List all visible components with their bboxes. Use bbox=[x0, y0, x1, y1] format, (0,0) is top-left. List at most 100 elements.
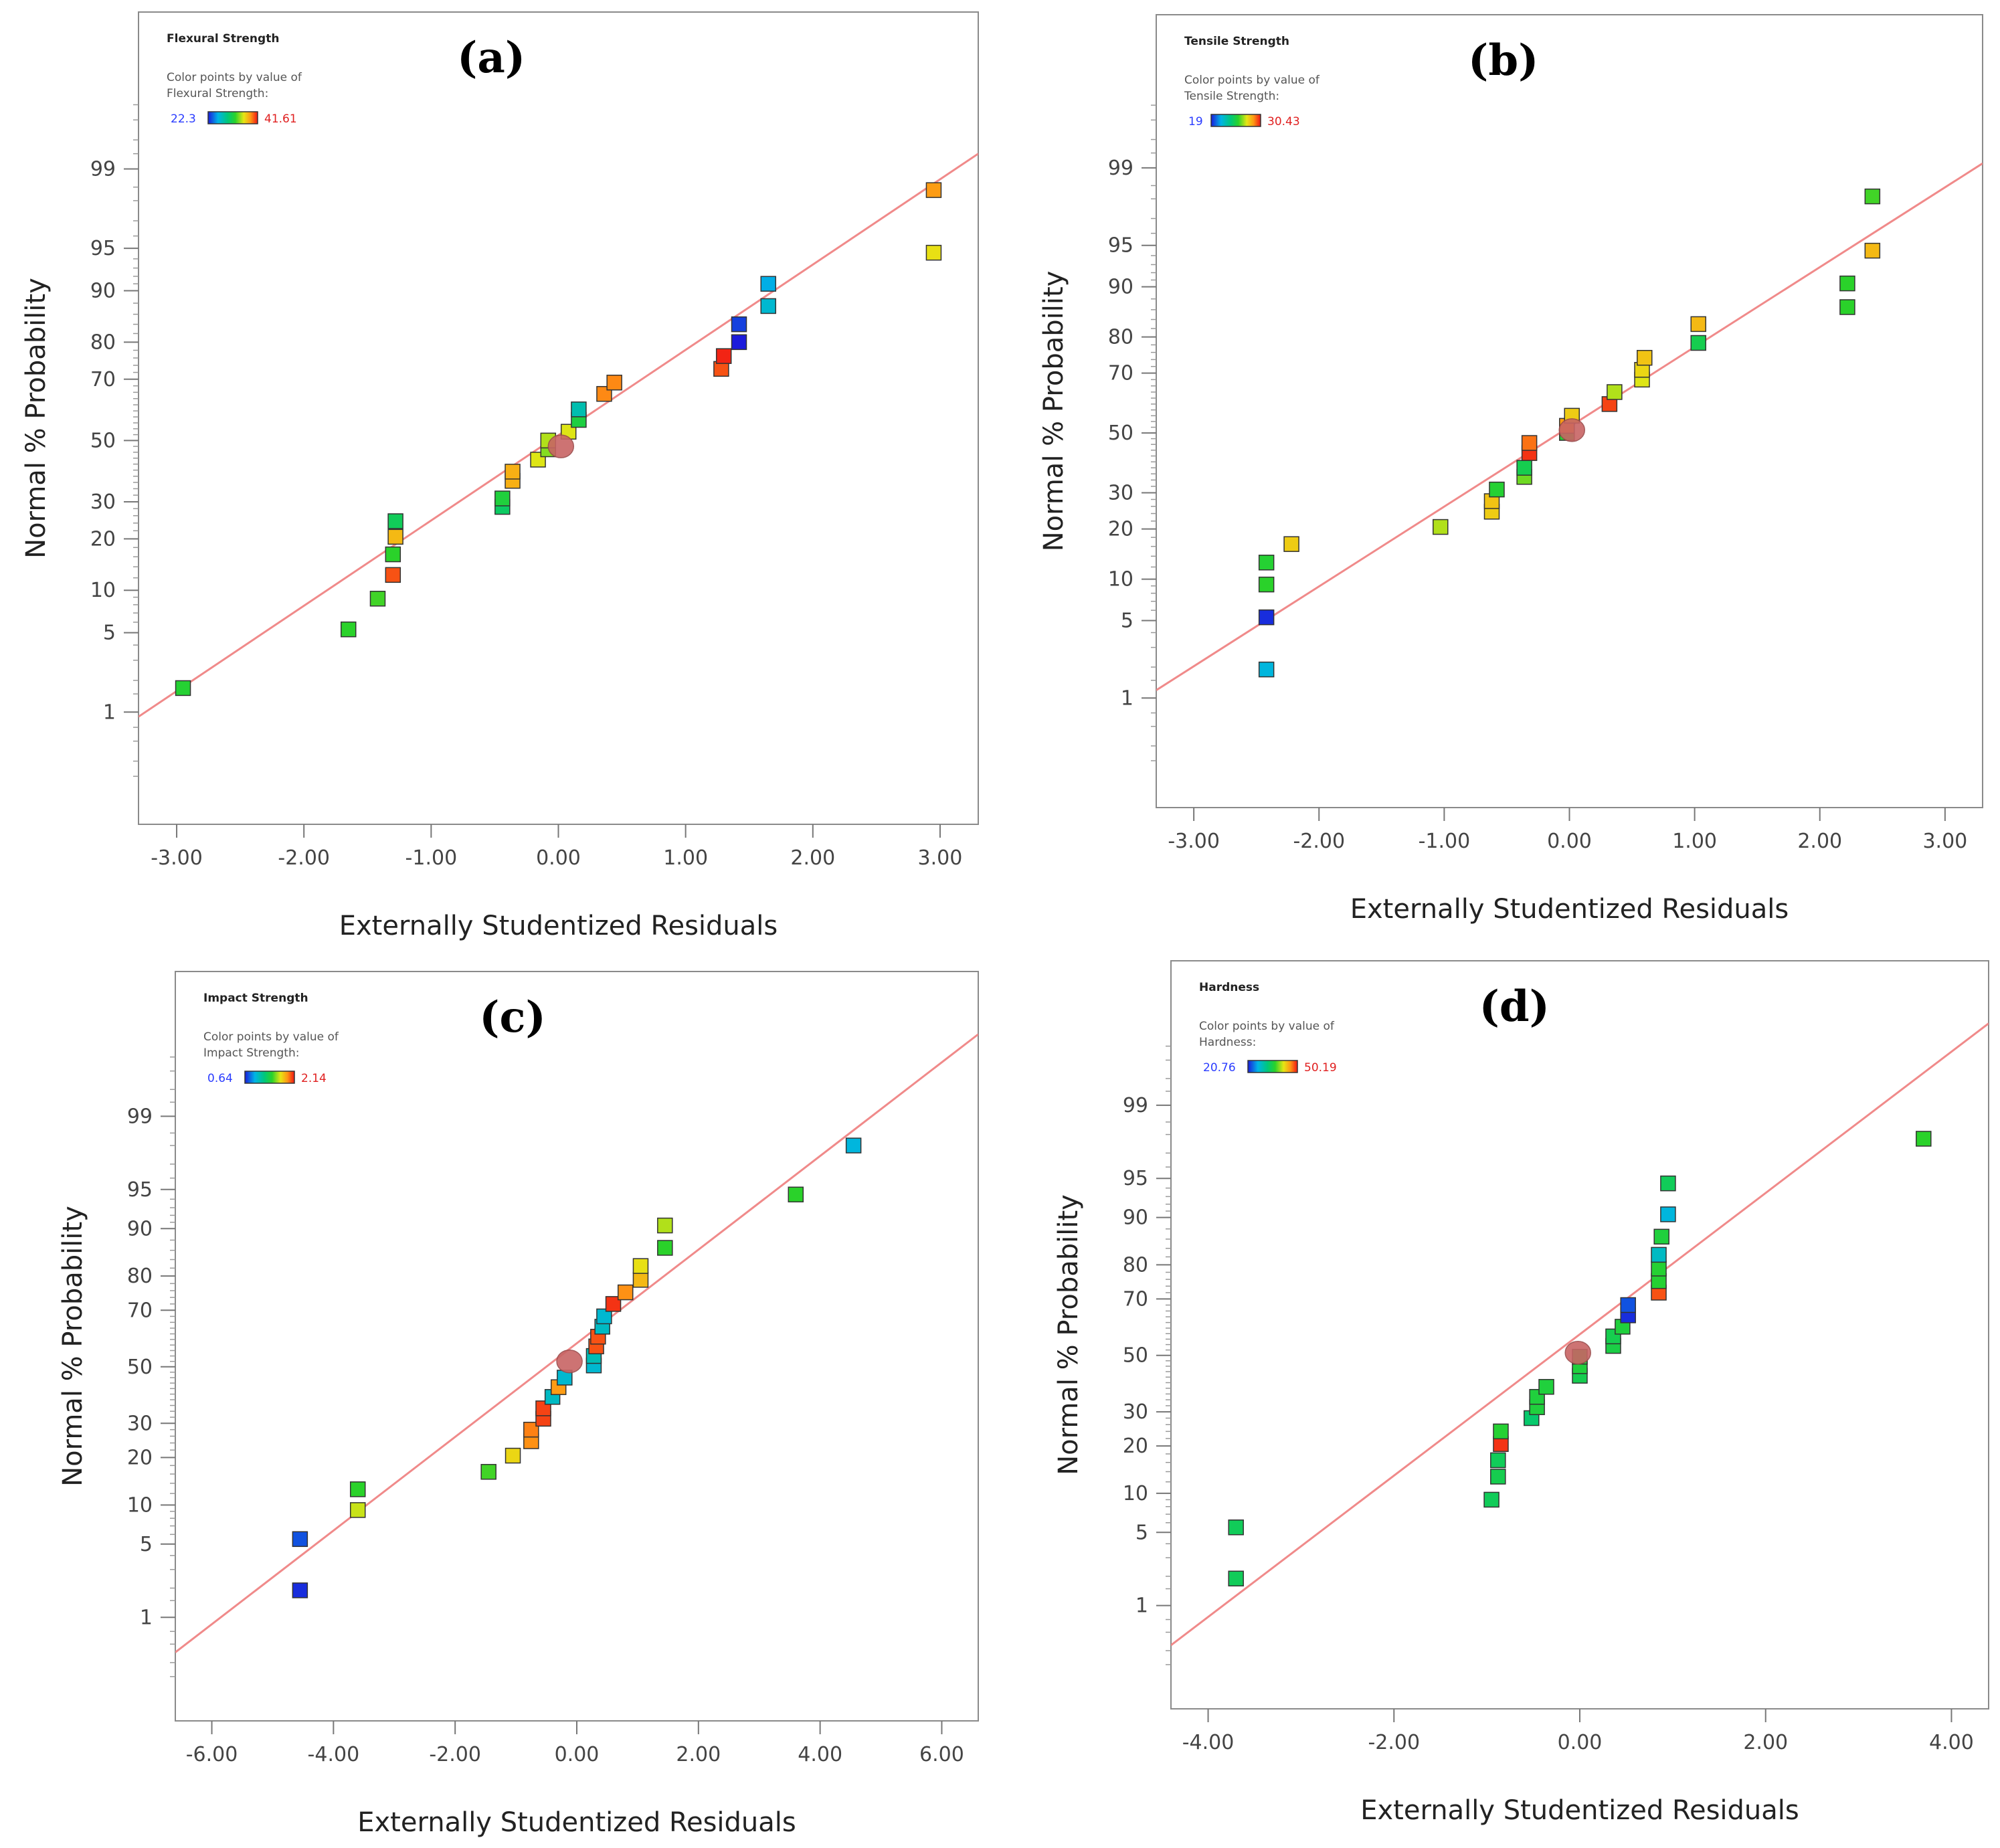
median-marker bbox=[1564, 1340, 1591, 1365]
median-marker bbox=[556, 1349, 583, 1374]
data-point bbox=[1690, 316, 1706, 333]
legend-title: Impact Strength bbox=[203, 992, 308, 1005]
data-point bbox=[1258, 576, 1275, 593]
plot-frame bbox=[175, 971, 979, 1722]
legend-range-min: 19 bbox=[1188, 115, 1203, 128]
legend-range-min: 20.76 bbox=[1203, 1061, 1236, 1075]
y-axis-title: Normal % Probability bbox=[58, 1206, 88, 1487]
data-point bbox=[1493, 1423, 1509, 1440]
y-tick-label: 70 bbox=[1108, 362, 1133, 385]
x-tick-label: 2.00 bbox=[1743, 1731, 1788, 1754]
x-tick-label: 2.00 bbox=[676, 1743, 721, 1766]
y-tick-label: 10 bbox=[1123, 1482, 1148, 1505]
data-point bbox=[1690, 335, 1706, 351]
y-tick-label: 99 bbox=[90, 157, 116, 181]
data-point bbox=[480, 1464, 496, 1480]
data-point bbox=[605, 1296, 622, 1312]
data-point bbox=[387, 513, 403, 529]
y-tick-label: 90 bbox=[127, 1217, 153, 1240]
x-tick-label: -4.00 bbox=[1182, 1731, 1235, 1754]
panel-letter: (d) bbox=[1479, 982, 1550, 1032]
data-point bbox=[1660, 1206, 1676, 1222]
y-tick-label: 95 bbox=[90, 237, 116, 260]
data-point bbox=[523, 1421, 539, 1438]
y-tick-label: 1 bbox=[1121, 686, 1133, 710]
data-point bbox=[1258, 661, 1275, 678]
x-tick-label: -3.00 bbox=[1168, 830, 1220, 853]
data-point bbox=[1660, 1175, 1676, 1192]
x-tick-label: -3.00 bbox=[151, 846, 203, 870]
y-tick-label: 10 bbox=[90, 579, 116, 602]
x-tick-label: 4.00 bbox=[798, 1743, 842, 1766]
y-tick-label: 99 bbox=[1123, 1094, 1148, 1117]
data-point bbox=[505, 1447, 521, 1464]
x-tick-label: -4.00 bbox=[308, 1743, 360, 1766]
data-point bbox=[1651, 1246, 1667, 1263]
data-point bbox=[788, 1186, 804, 1203]
panel-b: 99 95 90 80 70 50 30 20 10 5 1 -3.00 -2.00 -1.00 0.00 1… bbox=[1038, 14, 1983, 925]
data-point bbox=[349, 1481, 366, 1497]
x-tick-label: 2.00 bbox=[1797, 830, 1842, 853]
legend-caption-line1: Color points by value of bbox=[1199, 1020, 1335, 1033]
data-point bbox=[571, 401, 587, 418]
data-point bbox=[657, 1217, 673, 1234]
x-tick-label: 0.00 bbox=[536, 846, 581, 870]
legend-range-max: 50.19 bbox=[1304, 1061, 1337, 1075]
data-point bbox=[494, 490, 511, 506]
y-axis-title: Normal % Probability bbox=[21, 278, 52, 559]
data-point bbox=[1283, 536, 1299, 552]
y-tick-label: 80 bbox=[90, 331, 116, 354]
y-tick-label: 50 bbox=[90, 429, 116, 452]
data-point bbox=[385, 567, 401, 583]
data-point bbox=[1490, 1469, 1506, 1485]
legend-caption-line1: Color points by value of bbox=[1184, 74, 1320, 87]
x-tick-label: 0.00 bbox=[1547, 830, 1592, 853]
y-tick-label: 80 bbox=[1123, 1253, 1148, 1277]
data-point bbox=[1839, 275, 1855, 292]
y-tick-label: 20 bbox=[1108, 518, 1133, 541]
legend-caption-line2: Tensile Strength: bbox=[1184, 90, 1279, 103]
data-point bbox=[632, 1272, 649, 1288]
y-tick-label: 5 bbox=[140, 1533, 153, 1556]
panels-layer: 99 95 90 80 70 50 30 20 10 5 1 -3.00 -2.00 -1.00 0.00 1… bbox=[21, 11, 1989, 1838]
data-point bbox=[1864, 242, 1881, 259]
panel-d: 99 95 90 80 70 50 30 20 10 5 1 -4.00 -2.00 0.00 2.00 4.… bbox=[1053, 960, 1989, 1826]
data-point bbox=[1651, 1261, 1667, 1277]
y-tick-label: 70 bbox=[90, 368, 116, 391]
data-point bbox=[731, 316, 747, 333]
data-point bbox=[1228, 1570, 1244, 1587]
legend-range-max: 2.14 bbox=[301, 1072, 327, 1085]
legend-caption-line2: Impact Strength: bbox=[203, 1046, 299, 1060]
data-point bbox=[1839, 299, 1855, 315]
x-tick-label: -2.00 bbox=[1368, 1731, 1420, 1754]
data-point bbox=[657, 1240, 673, 1256]
y-tick-label: 30 bbox=[90, 490, 116, 514]
x-tick-label: -2.00 bbox=[278, 846, 330, 870]
data-point bbox=[1258, 609, 1275, 626]
panel-letter: (a) bbox=[457, 33, 525, 83]
y-tick-label: 50 bbox=[127, 1356, 153, 1379]
plot-frame bbox=[138, 11, 979, 825]
data-point bbox=[175, 680, 191, 697]
legend-title: Tensile Strength bbox=[1184, 35, 1289, 48]
data-point bbox=[387, 529, 403, 545]
y-tick-label: 20 bbox=[127, 1446, 153, 1469]
data-point bbox=[925, 182, 942, 198]
legend-range-max: 30.43 bbox=[1267, 115, 1300, 128]
y-tick-label: 1 bbox=[103, 701, 116, 724]
x-tick-label: -6.00 bbox=[186, 1743, 238, 1766]
legend-color-ramp bbox=[244, 1071, 295, 1084]
legend-title: Hardness bbox=[1199, 981, 1259, 994]
data-point bbox=[606, 375, 622, 391]
data-point bbox=[1538, 1379, 1554, 1395]
y-tick-label: 80 bbox=[127, 1265, 153, 1288]
x-tick-label: 0.00 bbox=[1558, 1731, 1603, 1754]
data-point bbox=[1516, 460, 1532, 476]
data-point bbox=[1258, 555, 1275, 571]
x-tick-label: 4.00 bbox=[1929, 1731, 1974, 1754]
y-tick-label: 95 bbox=[127, 1178, 153, 1202]
data-point bbox=[632, 1258, 649, 1274]
median-marker bbox=[547, 434, 575, 458]
y-tick-label: 99 bbox=[1108, 157, 1133, 180]
y-tick-label: 20 bbox=[90, 527, 116, 551]
